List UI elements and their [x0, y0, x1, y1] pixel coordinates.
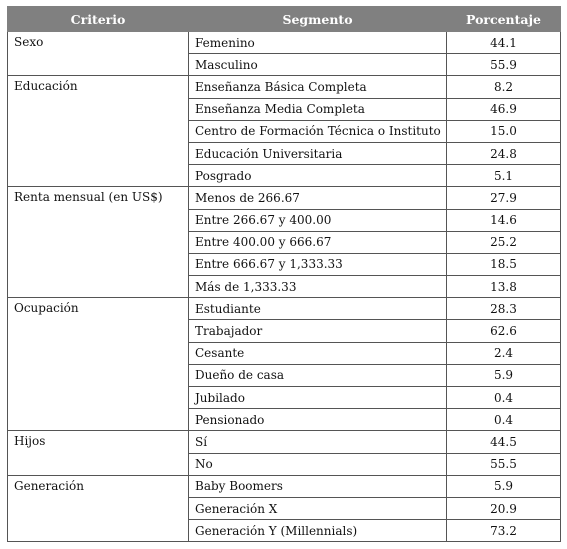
- table-row: Enseñanza Media Completa 46.9: [8, 97, 561, 121]
- header-porcentaje: Porcentaje: [446, 6, 561, 32]
- segmento-cell: Dueño de casa: [188, 363, 447, 388]
- criterio-cell: Sexo: [7, 30, 189, 77]
- segmento-cell: Entre 266.67 y 400.00: [188, 208, 447, 232]
- header-segmento: Segmento: [188, 6, 447, 32]
- table-row: Trabajador 62.6: [8, 319, 561, 343]
- porcentaje-cell: 14.6: [446, 208, 561, 232]
- segmento-cell: Jubilado: [188, 385, 447, 410]
- segmento-cell: Enseñanza Básica Completa: [188, 75, 447, 99]
- table-row: Cesante 2.4: [8, 341, 561, 365]
- criterio-cell: Renta mensual (en US$): [7, 186, 189, 299]
- porcentaje-cell: 18.5: [446, 252, 561, 277]
- table-row: Entre 666.67 y 1,333.33 18.5: [8, 252, 561, 277]
- porcentaje-cell: 2.4: [446, 341, 561, 365]
- table-row: Generación Y (Millennials) 73.2: [8, 519, 561, 543]
- criterio-cell: Ocupación: [7, 297, 189, 432]
- segmento-cell: Baby Boomers: [188, 474, 447, 498]
- porcentaje-cell: 24.8: [446, 141, 561, 166]
- porcentaje-cell: 5.9: [446, 474, 561, 498]
- table-body: Sexo Femenino 44.1 Masculino 55.9 Educación En…: [7, 30, 561, 543]
- table-row: Centro de Formación Técnica o Instituto 1…: [8, 119, 561, 143]
- segmento-cell: Entre 666.67 y 1,333.33: [188, 252, 447, 277]
- table-row: Sexo Femenino 44.1: [7, 30, 561, 77]
- porcentaje-cell: 44.1: [446, 30, 561, 55]
- segmento-cell: Entre 400.00 y 666.67: [188, 230, 447, 254]
- criterio-cell: Generación: [7, 474, 189, 543]
- segmento-cell: Enseñanza Media Completa: [188, 97, 447, 121]
- table-row: Entre 400.00 y 666.67 25.2: [8, 230, 561, 254]
- segmento-cell: Sí: [188, 430, 447, 454]
- porcentaje-cell: 5.1: [446, 164, 561, 188]
- porcentaje-cell: 0.4: [446, 385, 561, 410]
- porcentaje-cell: 27.9: [446, 186, 561, 210]
- criterio-cell: Hijos: [7, 430, 189, 476]
- porcentaje-cell: 5.9: [446, 363, 561, 388]
- segmento-cell: Centro de Formación Técnica o Instituto: [188, 119, 447, 143]
- porcentaje-cell: 8.2: [446, 75, 561, 99]
- table-row: Dueño de casa 5.9: [8, 363, 561, 388]
- porcentaje-cell: 55.5: [446, 452, 561, 476]
- porcentaje-cell: 20.9: [446, 496, 561, 521]
- table-row: Más de 1,333.33 13.8: [8, 275, 561, 299]
- porcentaje-cell: 13.8: [446, 275, 561, 299]
- table-row: Pensionado 0.4: [8, 408, 561, 432]
- porcentaje-cell: 46.9: [446, 97, 561, 121]
- porcentaje-cell: 44.5: [446, 430, 561, 454]
- table-row: Educación Enseñanza Básica Completa 8.2: [7, 75, 561, 188]
- segmento-cell: Generación X: [188, 496, 447, 521]
- porcentaje-cell: 0.4: [446, 408, 561, 432]
- segmento-cell: Posgrado: [188, 164, 447, 188]
- demographics-table: Criterio Segmento Porcentaje Sexo Femenin…: [7, 6, 561, 543]
- table-row: Posgrado 5.1: [8, 164, 561, 188]
- table-header: Criterio Segmento Porcentaje: [7, 6, 561, 32]
- porcentaje-cell: 25.2: [446, 230, 561, 254]
- segmento-cell: Trabajador: [188, 319, 447, 343]
- table-row: Jubilado 0.4: [8, 385, 561, 410]
- segmento-cell: Estudiante: [188, 297, 447, 321]
- table-row: Renta mensual (en US$) Menos de 266.67 27.…: [7, 186, 561, 299]
- segmento-cell: Menos de 266.67: [188, 186, 447, 210]
- segmento-cell: Femenino: [188, 30, 447, 55]
- table-row: Generación Baby Boomers 5.9: [7, 474, 561, 543]
- porcentaje-cell: 55.9: [446, 53, 561, 77]
- porcentaje-cell: 28.3: [446, 297, 561, 321]
- porcentaje-cell: 73.2: [446, 519, 561, 543]
- demographics-table-container: Criterio Segmento Porcentaje Sexo Femenin…: [7, 6, 561, 543]
- segmento-cell: Pensionado: [188, 408, 447, 432]
- segmento-cell: Cesante: [188, 341, 447, 365]
- header-row: Criterio Segmento Porcentaje: [7, 6, 561, 32]
- table-row: Ocupación Estudiante 28.3: [7, 297, 561, 432]
- table-row: Masculino 55.9: [8, 53, 561, 77]
- segmento-cell: No: [188, 452, 447, 476]
- segmento-cell: Generación Y (Millennials): [188, 519, 447, 543]
- porcentaje-cell: 62.6: [446, 319, 561, 343]
- porcentaje-cell: 15.0: [446, 119, 561, 143]
- header-criterio: Criterio: [7, 6, 189, 32]
- criterio-cell: Educación: [7, 75, 189, 188]
- table-row: Hijos Sí 44.5: [7, 430, 561, 476]
- segmento-cell: Masculino: [188, 53, 447, 77]
- segmento-cell: Educación Universitaria: [188, 141, 447, 166]
- segmento-cell: Más de 1,333.33: [188, 275, 447, 299]
